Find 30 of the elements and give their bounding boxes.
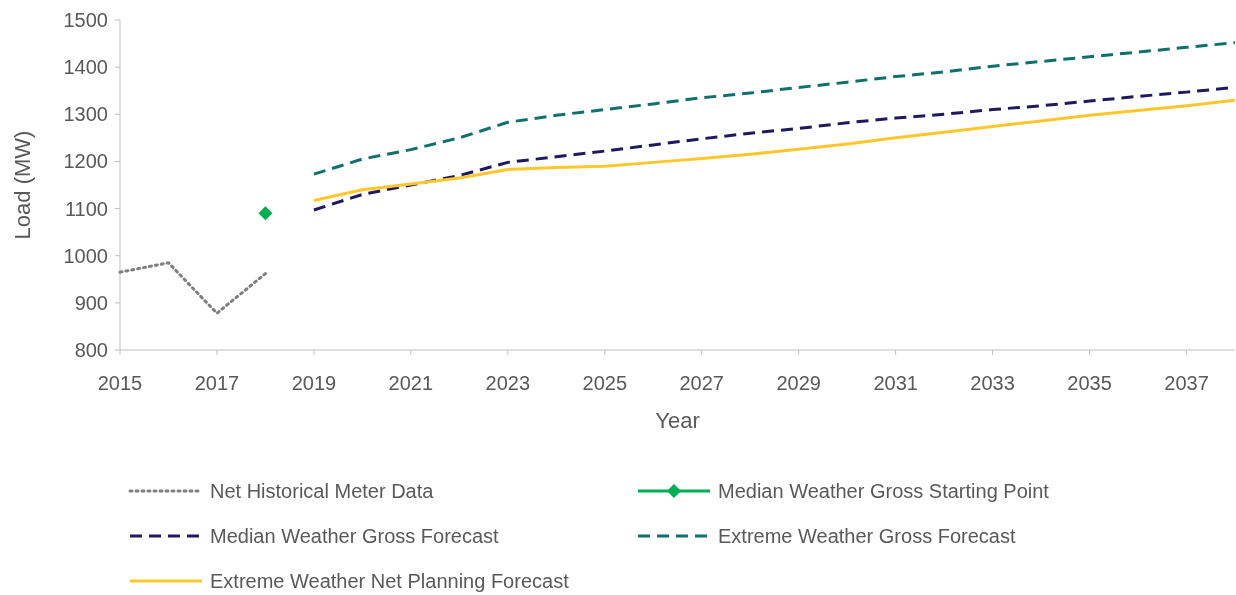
y-tick-label: 1000: [63, 244, 108, 267]
line-series: [312, 41, 1236, 176]
y-tick-label: 1400: [63, 56, 108, 79]
x-tick-label: 2037: [1164, 372, 1209, 394]
line-series: [118, 261, 267, 315]
x-tick-label: 2027: [679, 372, 724, 394]
x-tick-label: 2029: [776, 372, 821, 394]
y-tick-label: 1200: [63, 150, 108, 173]
y-axis-title: Load (MW): [10, 130, 35, 240]
line-series: [312, 98, 1236, 203]
legend-label: Median Weather Gross Starting Point: [718, 480, 1050, 502]
y-tick-label: 1500: [63, 9, 108, 31]
y-tick-label: 800: [74, 339, 108, 361]
x-tick-label: 2035: [1067, 372, 1112, 394]
legend-label: Median Weather Gross Forecast: [210, 525, 500, 547]
x-axis-title: Year: [655, 408, 700, 433]
x-tick-label: 2033: [970, 372, 1015, 394]
y-tick-label: 900: [74, 291, 108, 314]
x-tick-label: 2023: [485, 372, 531, 394]
legend-label: Extreme Weather Net Planning Forecast: [210, 570, 570, 592]
x-tick-label: 2031: [873, 372, 918, 394]
y-tick-label: 1300: [63, 103, 108, 126]
x-tick-label: 2017: [194, 372, 240, 394]
x-tick-label: 2019: [291, 372, 337, 394]
x-tick-label: 2021: [388, 372, 434, 394]
x-tick-label: 2025: [582, 372, 628, 394]
x-tick-label: 2015: [97, 372, 143, 394]
legend-label: Extreme Weather Gross Forecast: [718, 525, 1016, 547]
legend-label: Net Historical Meter Data: [210, 480, 435, 502]
y-tick-label: 1100: [64, 197, 108, 220]
